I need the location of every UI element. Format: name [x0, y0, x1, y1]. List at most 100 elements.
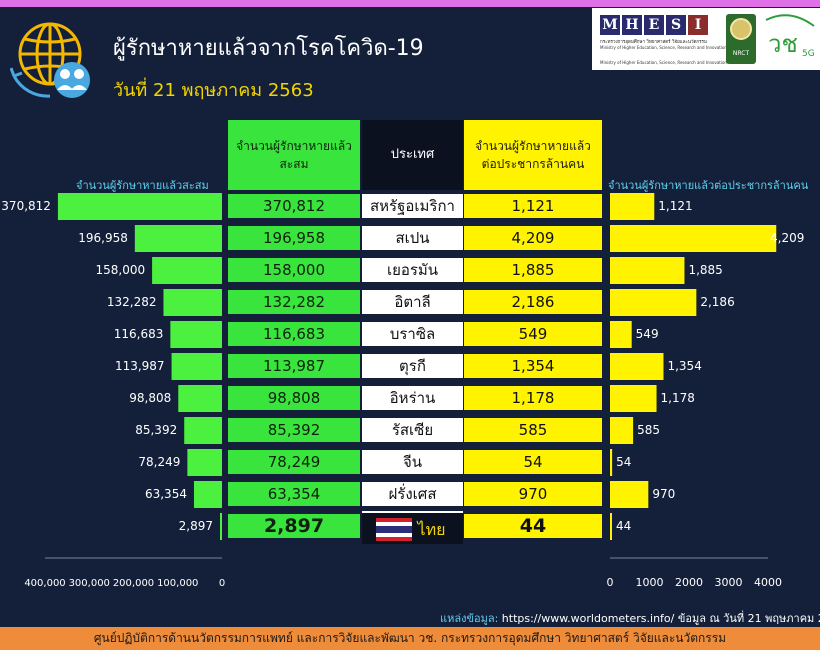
per-million-cell: 585 [464, 418, 602, 442]
top-stripe [0, 0, 820, 7]
cumulative-cell: 98,808 [228, 386, 360, 410]
left-bar [193, 481, 222, 508]
nrct-5g-logo: วช 5G [762, 12, 818, 66]
per-million-cell: 1,885 [464, 258, 602, 282]
left-axis-tick-label: 300,000 [69, 578, 110, 589]
seal-emblem-icon [730, 18, 752, 40]
left-bar-label: 132,282 [106, 295, 157, 309]
left-bar [184, 417, 222, 444]
per-million-cell: 549 [464, 322, 602, 346]
per-million-cell: 4,209 [464, 226, 602, 250]
country-cell: สเปน [362, 226, 463, 250]
page-title: ผู้รักษาหายแล้วจากโรคโควิด-19 [113, 36, 424, 61]
source-line: แหล่งข้อมูล: https://www.worldometers.in… [440, 609, 820, 627]
left-bar [187, 449, 222, 476]
right-bar-label: 1,885 [688, 263, 723, 277]
country-cell: จีน [362, 450, 463, 474]
per-million-cell: 44 [464, 514, 602, 538]
right-axis-tick-label: 1000 [636, 576, 664, 589]
cumulative-cell: 2,897 [228, 514, 360, 538]
cumulative-cell: 158,000 [228, 258, 360, 282]
right-bar [610, 353, 664, 380]
left-bar [170, 321, 222, 348]
brand-text: วช [768, 30, 798, 58]
right-bar-label: 1,178 [660, 391, 695, 405]
country-cell: อิหร่าน [362, 386, 463, 410]
left-bar-label: 370,812 [1, 199, 51, 213]
left-axis-tick-label: 100,000 [157, 578, 198, 589]
page-subtitle: วันที่ 21 พฤษภาคม 2563 [113, 80, 314, 101]
right-axis-tick-label: 2000 [675, 576, 703, 589]
per-million-cell: 54 [464, 450, 602, 474]
left-bar [57, 193, 222, 220]
right-bar [610, 481, 649, 508]
left-bar [134, 225, 222, 252]
mhesi-thai-name: กระทรวงการอุดมศึกษา วิทยาศาสตร์ วิจัยและ… [600, 40, 707, 45]
right-bar-label: 585 [637, 423, 660, 437]
left-bar-label: 63,354 [144, 487, 187, 501]
left-chart-title: จำนวนผู้รักษาหายแล้วสะสม [76, 179, 209, 192]
mhesi-letter: S [666, 15, 686, 35]
cumulative-cell: 85,392 [228, 418, 360, 442]
cumulative-cell: 132,282 [228, 290, 360, 314]
right-bar [610, 225, 777, 252]
mhesi-english-name-2: Ministry of Higher Education, Science, R… [600, 60, 727, 65]
nrct-brand-icon: วช 5G [765, 14, 815, 59]
right-bar-label: 1,354 [667, 359, 702, 373]
right-bar [610, 289, 697, 316]
left-bar-label: 113,987 [114, 359, 165, 373]
country-cell: ไทย [362, 511, 463, 544]
country-name: ไทย [417, 520, 446, 539]
left-axis-tick-label: 200,000 [113, 578, 154, 589]
left-bar [171, 353, 222, 380]
nrct-seal: NRCT [726, 14, 756, 64]
header-country: ประเทศ [362, 120, 463, 190]
left-bar-label: 98,808 [129, 391, 172, 405]
left-axis-tick-label: 0 [219, 578, 225, 589]
left-bar [178, 385, 222, 412]
left-bar [220, 513, 222, 540]
cumulative-cell: 113,987 [228, 354, 360, 378]
cumulative-cell: 196,958 [228, 226, 360, 250]
cumulative-cell: 63,354 [228, 482, 360, 506]
right-axis-tick-label: 4000 [754, 576, 782, 589]
per-million-cell: 2,186 [464, 290, 602, 314]
country-cell: เยอรมัน [362, 258, 463, 282]
mhesi-letter: I [688, 15, 708, 35]
per-million-cell: 970 [464, 482, 602, 506]
cumulative-cell: 116,683 [228, 322, 360, 346]
left-axis-tick-label: 400,000 [24, 578, 65, 589]
header-per-million: จำนวนผู้รักษาหายแล้วต่อประชากรล้านคน [464, 120, 602, 190]
left-bar-label: 78,249 [138, 455, 181, 469]
left-bar-label: 116,683 [113, 327, 164, 341]
country-cell: รัสเซีย [362, 418, 463, 442]
right-bar [610, 321, 632, 348]
left-bar-label: 85,392 [135, 423, 178, 437]
right-bar [610, 193, 655, 220]
right-bar-label: 970 [652, 487, 676, 501]
right-bar [610, 513, 612, 540]
right-bar [610, 257, 685, 284]
brand-5g: 5G [802, 49, 815, 59]
right-bar-label: 1,121 [658, 199, 693, 213]
right-bar [610, 449, 613, 476]
per-million-cell: 1,121 [464, 194, 602, 218]
globe-icon [9, 22, 90, 98]
left-bar [163, 289, 222, 316]
right-bar-label: 44 [616, 519, 632, 533]
left-bar-label: 158,000 [95, 263, 146, 277]
per-million-cell: 1,354 [464, 354, 602, 378]
cumulative-cell: 78,249 [228, 450, 360, 474]
right-axis-tick-label: 3000 [715, 576, 743, 589]
left-bar [152, 257, 222, 284]
globe-people-logo [9, 18, 106, 104]
right-bar-label: 549 [635, 327, 659, 341]
country-cell: สหรัฐอเมริกา [362, 194, 463, 218]
source-text: https://www.worldometers.info/ ข้อมูล ณ … [498, 612, 820, 625]
header-cumulative: จำนวนผู้รักษาหายแล้วสะสม [228, 120, 360, 190]
footer-bar: ศูนย์ปฏิบัติการด้านนวัตกรรมการแพทย์ และก… [0, 627, 820, 650]
right-bar-label: 2,186 [700, 295, 735, 309]
